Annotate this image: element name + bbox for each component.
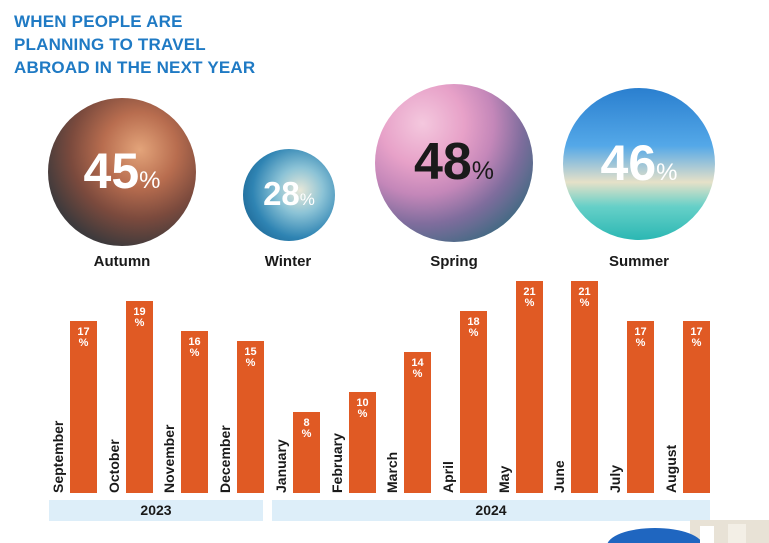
- title-line-2: PLANNING TO TRAVEL: [14, 35, 206, 54]
- bar-value-label-september: 17 %: [77, 326, 90, 349]
- title-line-1: WHEN PEOPLE ARE: [14, 12, 183, 31]
- summer-percent: 46%: [563, 134, 715, 192]
- month-label-march: March: [384, 451, 400, 493]
- bar-november: [181, 331, 208, 493]
- year-band-2024: 2024: [272, 500, 710, 521]
- bar-august: [683, 321, 710, 493]
- bar-value-label-january: 8 %: [301, 417, 312, 440]
- chart-title: WHEN PEOPLE ARE PLANNING TO TRAVEL ABROA…: [14, 10, 314, 79]
- bar-value-label-july: 17 %: [634, 326, 647, 349]
- bar-april: [460, 311, 487, 493]
- year-band-2023: 2023: [49, 500, 263, 521]
- summer-photo-circle: 46%: [563, 88, 715, 240]
- bar-value-label-march: 14 %: [411, 357, 424, 380]
- bar-september: [70, 321, 97, 493]
- summer-value: 46: [600, 134, 657, 191]
- month-label-december: December: [217, 425, 233, 493]
- bar-value-label-may: 21 %: [523, 286, 536, 309]
- month-label-september: September: [50, 420, 66, 493]
- autumn-percent-symbol: %: [139, 166, 161, 194]
- autumn-label: Autumn: [93, 253, 151, 270]
- bar-march: [404, 352, 431, 493]
- bar-december: [237, 341, 264, 493]
- spring-photo-circle: 48%: [375, 84, 533, 242]
- month-label-january: January: [273, 439, 289, 493]
- bar-june: [571, 281, 598, 493]
- bar-july: [627, 321, 654, 493]
- decorative-building-image: [607, 520, 769, 543]
- winter-label: Winter: [264, 253, 312, 270]
- summer-label: Summer: [608, 253, 670, 270]
- month-label-august: August: [663, 444, 679, 493]
- month-label-july: July: [607, 464, 623, 493]
- month-label-october: October: [106, 439, 122, 493]
- autumn-percent: 45%: [48, 142, 196, 200]
- title-line-3: ABROAD IN THE NEXT YEAR: [14, 58, 256, 77]
- bar-value-label-february: 10 %: [356, 397, 369, 420]
- autumn-photo-circle: 45%: [48, 98, 196, 246]
- bar-february: [349, 392, 376, 493]
- bar-value-label-december: 15 %: [244, 346, 257, 369]
- spring-percent: 48%: [375, 132, 533, 192]
- month-label-november: November: [161, 424, 177, 493]
- bar-january: [293, 412, 320, 493]
- winter-value: 28: [263, 175, 300, 213]
- bar-october: [126, 301, 153, 493]
- bar-may: [516, 281, 543, 493]
- month-label-june: June: [551, 460, 567, 493]
- bar-value-label-november: 16 %: [188, 336, 201, 359]
- autumn-value: 45: [83, 142, 140, 199]
- bar-value-label-october: 19 %: [133, 306, 146, 329]
- winter-percent-symbol: %: [299, 190, 315, 210]
- month-label-april: April: [440, 461, 456, 493]
- bar-value-label-june: 21 %: [578, 286, 591, 309]
- month-label-may: May: [496, 465, 512, 493]
- bar-value-label-august: 17 %: [690, 326, 703, 349]
- winter-percent: 28%: [243, 175, 335, 213]
- spring-label: Spring: [430, 253, 478, 270]
- winter-photo-circle: 28%: [243, 149, 335, 241]
- spring-value: 48: [413, 132, 472, 191]
- spring-percent-symbol: %: [471, 156, 495, 185]
- bar-value-label-april: 18 %: [467, 316, 480, 339]
- summer-percent-symbol: %: [656, 158, 678, 186]
- month-label-february: February: [329, 433, 345, 493]
